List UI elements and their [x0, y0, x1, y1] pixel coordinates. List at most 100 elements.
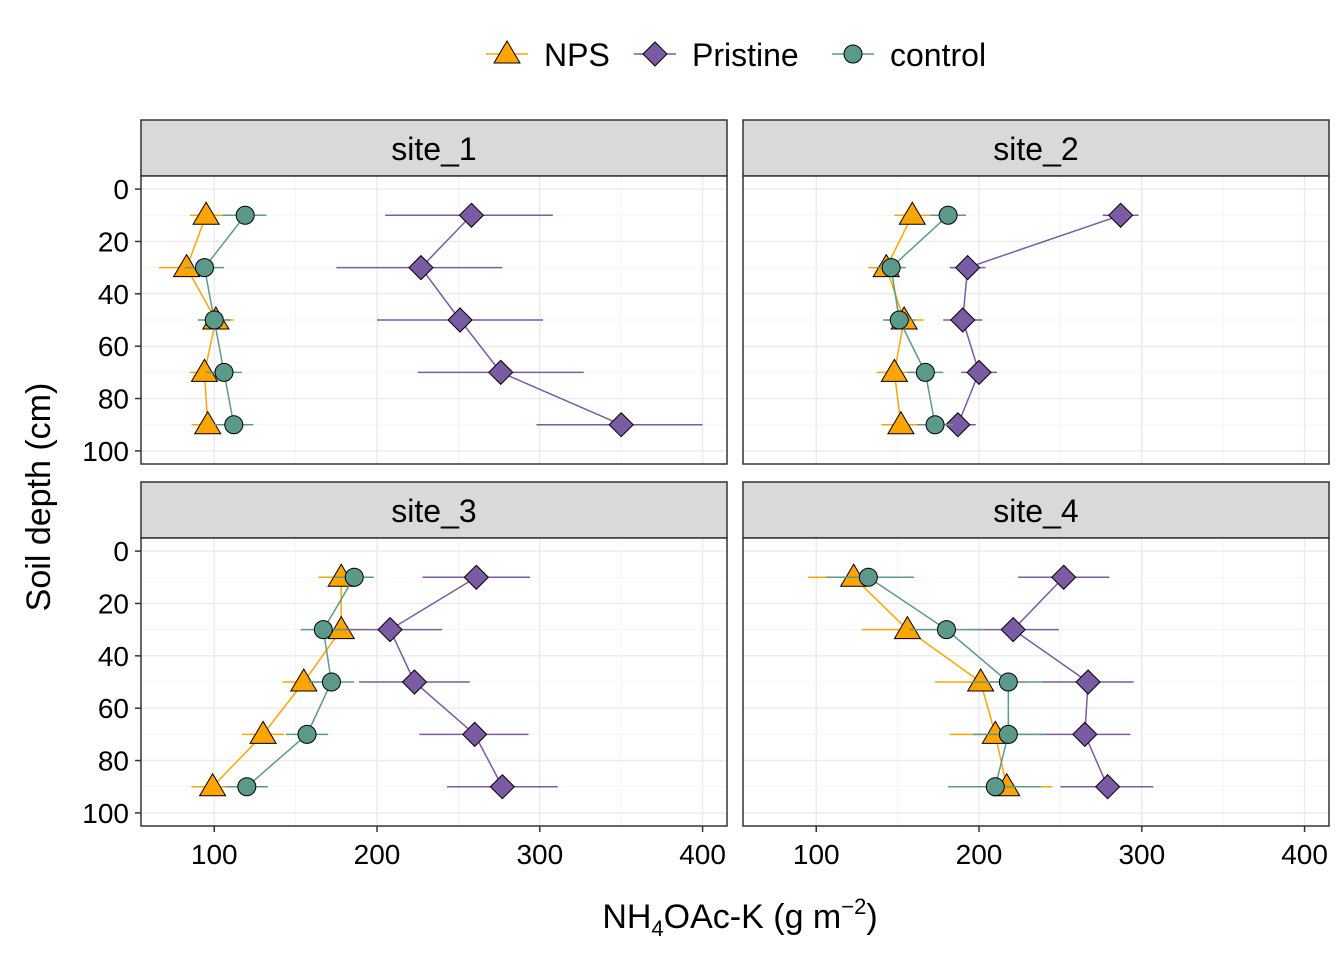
series-control	[876, 205, 967, 435]
data-point-circle	[321, 672, 341, 692]
data-point-circle	[881, 258, 901, 278]
data-point-triangle	[193, 410, 222, 435]
data-point-circle	[998, 724, 1018, 744]
data-point-circle	[858, 567, 878, 587]
series-control	[826, 567, 1046, 797]
data-point-triangle	[966, 668, 995, 692]
x-tick-label: 400	[1281, 839, 1328, 870]
strip-background	[742, 119, 1330, 177]
data-point-diamond	[1094, 774, 1121, 800]
strip-label: site_2	[993, 131, 1078, 167]
data-point-diamond	[954, 254, 981, 281]
legend-key-diamond	[642, 41, 668, 67]
data-point-triangle	[198, 772, 227, 797]
data-point-diamond	[401, 669, 428, 695]
legend-item-pristine: Pristine	[634, 37, 799, 73]
data-point-diamond	[966, 359, 992, 386]
y-tick-label: 60	[98, 693, 129, 724]
facet-panels: site_1 0 20 40 60 80 100 site_2 site_3 0 20 40 60 80 1…	[82, 119, 1330, 870]
strip-background	[140, 119, 728, 177]
y-tick-label: 60	[98, 331, 129, 362]
series-control	[225, 567, 374, 797]
data-point-triangle	[898, 201, 927, 225]
x-tick-label: 200	[956, 839, 1003, 870]
data-point-diamond	[377, 616, 403, 643]
panel-border	[140, 537, 728, 827]
x-axis-title-main: NH	[602, 898, 651, 936]
y-tick-label: 100	[82, 436, 129, 467]
y-tick-label: 40	[98, 641, 129, 672]
series-pristine	[967, 564, 1154, 800]
legend-label: control	[890, 37, 986, 73]
data-point-diamond	[945, 412, 971, 438]
strip-background	[742, 481, 1330, 539]
x-axis-title-subscript: 4	[651, 916, 663, 941]
y-tick-label: 80	[98, 746, 129, 777]
x-axis-title-superscript: −2	[841, 894, 866, 919]
panel-site_2: site_2	[742, 119, 1330, 465]
series-pristine	[939, 202, 1139, 438]
data-point-circle	[204, 310, 224, 330]
data-point-diamond	[488, 359, 514, 386]
x-tick-label: 400	[679, 839, 726, 870]
x-tick-label: 200	[354, 839, 401, 870]
panel-border	[742, 537, 1330, 827]
data-point-circle	[194, 258, 214, 278]
y-axis-title: Soil depth (cm)	[20, 383, 58, 612]
data-point-circle	[237, 777, 257, 797]
data-point-triangle	[887, 410, 915, 435]
data-point-circle	[925, 415, 945, 435]
data-point-triangle	[249, 720, 277, 744]
data-point-triangle	[190, 358, 219, 382]
legend-item-nps: NPS	[486, 37, 610, 73]
data-point-triangle	[172, 253, 201, 278]
data-point-diamond	[463, 564, 490, 590]
legend-label: Pristine	[692, 37, 799, 73]
x-tick-label: 100	[191, 839, 238, 870]
data-point-diamond	[489, 774, 516, 800]
panel-border	[742, 175, 1330, 465]
data-point-circle	[915, 362, 935, 382]
data-point-circle	[889, 310, 909, 330]
panel-border	[140, 175, 728, 465]
x-tick-label: 100	[793, 839, 840, 870]
data-point-circle	[224, 415, 244, 435]
data-point-diamond	[1000, 616, 1026, 643]
x-axis-title-rest: OAc-K (g m	[664, 898, 842, 936]
y-tick-label: 20	[98, 226, 129, 257]
data-point-triangle	[327, 615, 356, 640]
series-control	[184, 205, 267, 435]
y-tick-label: 100	[82, 798, 129, 829]
y-tick-label: 80	[98, 384, 129, 415]
data-point-diamond	[1107, 202, 1134, 228]
data-point-diamond	[1050, 564, 1077, 590]
legend-key-triangle	[493, 40, 521, 64]
strip-label: site_4	[993, 493, 1078, 529]
data-point-diamond	[1075, 669, 1101, 695]
data-point-circle	[297, 724, 317, 744]
data-point-triangle	[893, 615, 922, 640]
data-point-triangle	[289, 668, 318, 692]
legend-label: NPS	[544, 37, 610, 73]
series-pristine	[337, 564, 558, 800]
legend-key-circle	[843, 44, 863, 64]
data-point-diamond	[950, 307, 976, 333]
data-point-circle	[235, 205, 255, 225]
panel-site_1: site_1 0 20 40 60 80 100	[82, 119, 728, 467]
panel-site_4: site_4 100 200 300 400	[742, 481, 1330, 870]
legend-item-control: control	[832, 37, 986, 73]
data-point-circle	[214, 362, 234, 382]
data-point-diamond	[408, 254, 434, 281]
data-point-triangle	[192, 201, 220, 225]
strip-label: site_1	[391, 131, 476, 167]
legend: NPS Pristine control	[486, 37, 986, 73]
data-point-circle	[344, 567, 364, 587]
y-tick-label: 20	[98, 588, 129, 619]
x-axis-title: NH4OAc-K (g m−2)	[602, 894, 877, 941]
x-tick-label: 300	[516, 839, 563, 870]
data-point-diamond	[1072, 721, 1098, 748]
data-point-diamond	[461, 721, 488, 748]
data-point-circle	[313, 620, 333, 640]
strip-label: site_3	[391, 493, 476, 529]
